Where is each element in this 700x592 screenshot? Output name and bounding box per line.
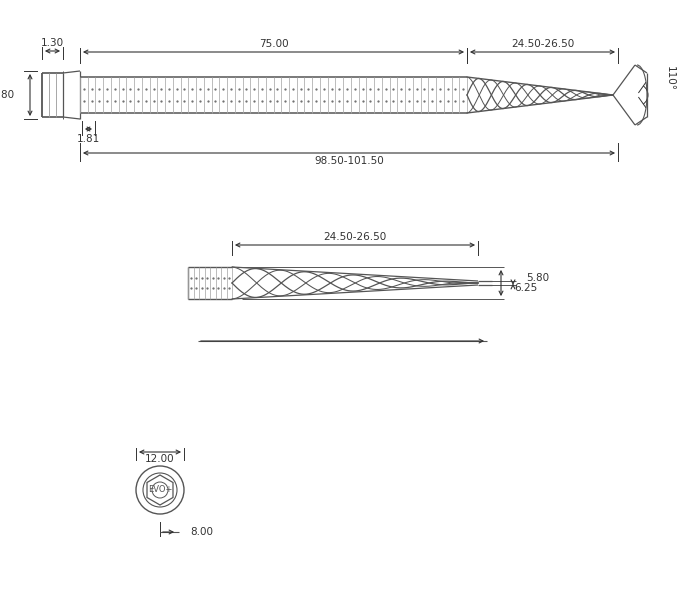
Text: 110°: 110°	[665, 66, 675, 92]
Text: 5.80: 5.80	[526, 273, 549, 283]
Text: 24.50-26.50: 24.50-26.50	[511, 39, 574, 49]
Text: 6.80: 6.80	[0, 90, 14, 100]
Text: 98.50-101.50: 98.50-101.50	[314, 156, 384, 166]
Text: 8.00: 8.00	[190, 527, 213, 537]
Text: 1.81: 1.81	[77, 134, 100, 144]
Text: 75.00: 75.00	[259, 39, 288, 49]
Text: 6.25: 6.25	[514, 283, 538, 293]
Text: EVO+: EVO+	[148, 485, 172, 494]
Text: 1.30: 1.30	[41, 38, 64, 48]
Text: 12.00: 12.00	[145, 454, 175, 464]
Text: 24.50-26.50: 24.50-26.50	[323, 232, 386, 242]
